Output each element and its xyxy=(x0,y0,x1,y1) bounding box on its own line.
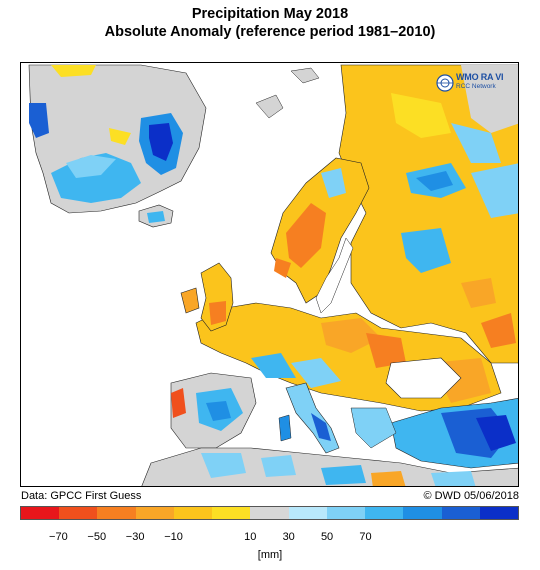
anomaly-map: WMO RA VI RCC Network xyxy=(20,62,519,487)
legend-swatch xyxy=(59,507,98,519)
legend-tick-label: 10 xyxy=(244,531,257,543)
map-canvas xyxy=(28,64,518,486)
legend-unit: [mm] xyxy=(257,549,283,561)
legend-swatch xyxy=(403,507,442,519)
legend-swatch xyxy=(135,507,174,519)
legend-swatch xyxy=(250,507,289,519)
legend-swatch xyxy=(97,507,136,519)
map-title: Precipitation May 2018 xyxy=(191,6,349,22)
legend-tick-label: −30 xyxy=(125,531,145,543)
map-subtitle: Absolute Anomaly (reference period 1981–… xyxy=(104,24,436,40)
legend-ticks: −70 −50 −30 −10 10 30 50 70 xyxy=(20,531,519,545)
legend-swatch xyxy=(173,507,213,519)
legend-tick-label: 30 xyxy=(282,531,295,543)
legend-swatch xyxy=(365,507,404,519)
legend-swatch xyxy=(479,507,519,519)
legend-swatch xyxy=(288,507,327,519)
legend-swatch xyxy=(21,507,60,519)
logo-line2: RCC Network xyxy=(456,83,496,90)
legend-tick-label: −70 xyxy=(49,531,68,543)
legend-swatch xyxy=(326,507,366,519)
color-legend xyxy=(20,506,519,520)
legend-tick-label: 50 xyxy=(320,531,334,543)
data-source: Data: GPCC First Guess xyxy=(21,490,142,502)
wmo-emblem-icon xyxy=(436,74,454,92)
legend-swatch xyxy=(212,507,251,519)
legend-tick-label: −50 xyxy=(87,531,107,543)
wmo-logo: WMO RA VI RCC Network xyxy=(434,71,512,97)
credit-date: © DWD 05/06/2018 xyxy=(423,490,519,502)
legend-swatch xyxy=(441,507,480,519)
legend-tick-label: −10 xyxy=(164,531,183,543)
legend-tick-label: 70 xyxy=(359,531,372,543)
logo-line1: WMO RA VI xyxy=(456,72,504,82)
